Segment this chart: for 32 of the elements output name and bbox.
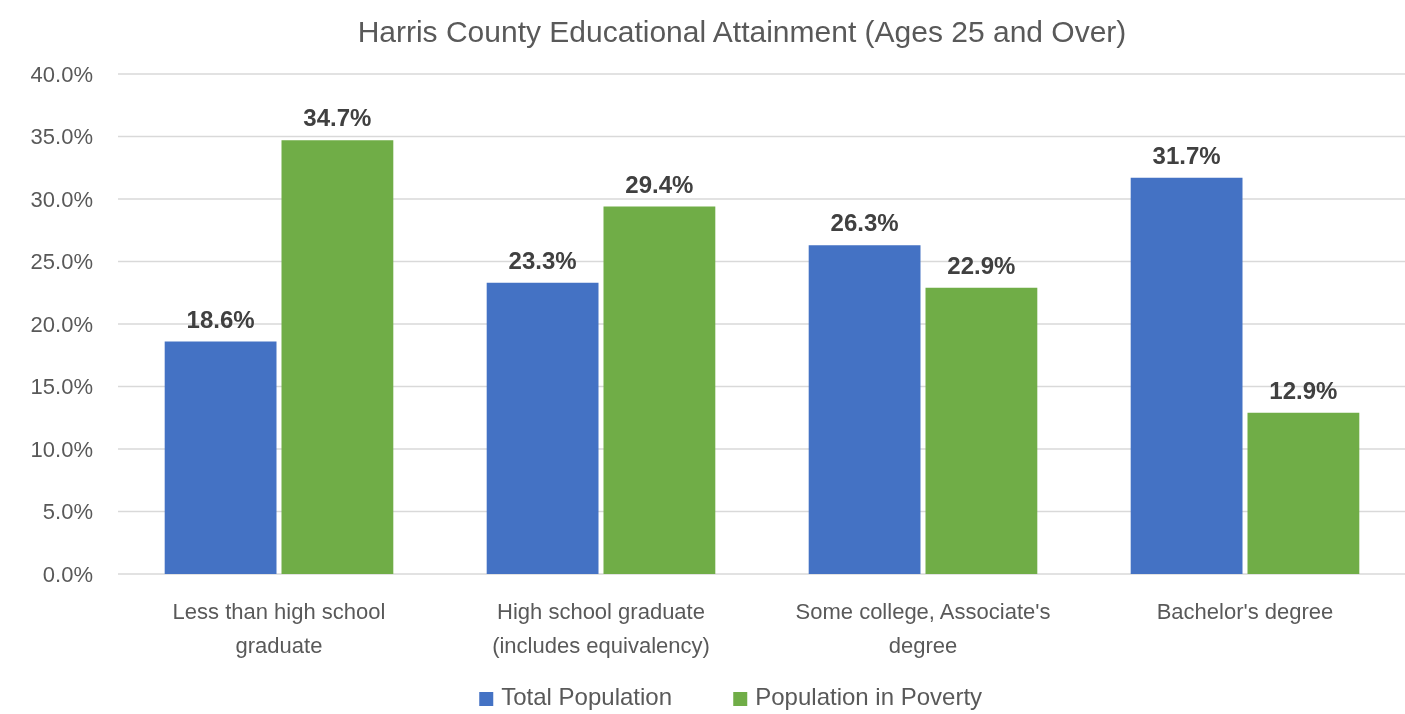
y-tick-label: 30.0% <box>30 186 93 212</box>
data-label: 31.7% <box>1152 141 1221 169</box>
bar <box>164 341 277 574</box>
y-tick-label: 25.0% <box>30 249 93 275</box>
data-label: 34.7% <box>303 104 372 132</box>
y-tick-label: 15.0% <box>30 374 93 400</box>
bar <box>808 245 921 574</box>
y-tick-label: 40.0% <box>30 61 93 87</box>
y-tick-label: 10.0% <box>30 436 93 462</box>
bar <box>1130 177 1243 574</box>
legend-label: Population in Poverty <box>755 683 983 710</box>
x-tick-label: Some college, Associate's degree <box>795 599 1051 658</box>
data-label: 22.9% <box>947 251 1016 279</box>
bar <box>1247 412 1360 574</box>
bar <box>925 287 1038 574</box>
chart-title: Harris County Educational Attainment (Ages 25 and Over) <box>357 15 1127 48</box>
data-label: 29.4% <box>625 170 694 198</box>
y-tick-label: 5.0% <box>42 499 93 525</box>
bar <box>486 282 599 574</box>
y-tick-label: 0.0% <box>42 561 93 587</box>
y-tick-label: 20.0% <box>30 311 93 337</box>
data-label: 23.3% <box>508 246 577 274</box>
data-label: 12.9% <box>1269 376 1338 404</box>
legend-label: Total Population <box>501 683 673 710</box>
bar <box>603 206 716 574</box>
bar <box>281 140 394 574</box>
x-tick-label: High school graduate (includes equivalency) <box>492 599 710 658</box>
data-label: 18.6% <box>186 305 255 333</box>
data-label: 26.3% <box>830 209 899 237</box>
y-tick-label: 35.0% <box>30 124 93 150</box>
x-tick-label: Less than high school graduate <box>172 599 386 658</box>
x-tick-label: Bachelor's degree <box>1156 599 1334 624</box>
